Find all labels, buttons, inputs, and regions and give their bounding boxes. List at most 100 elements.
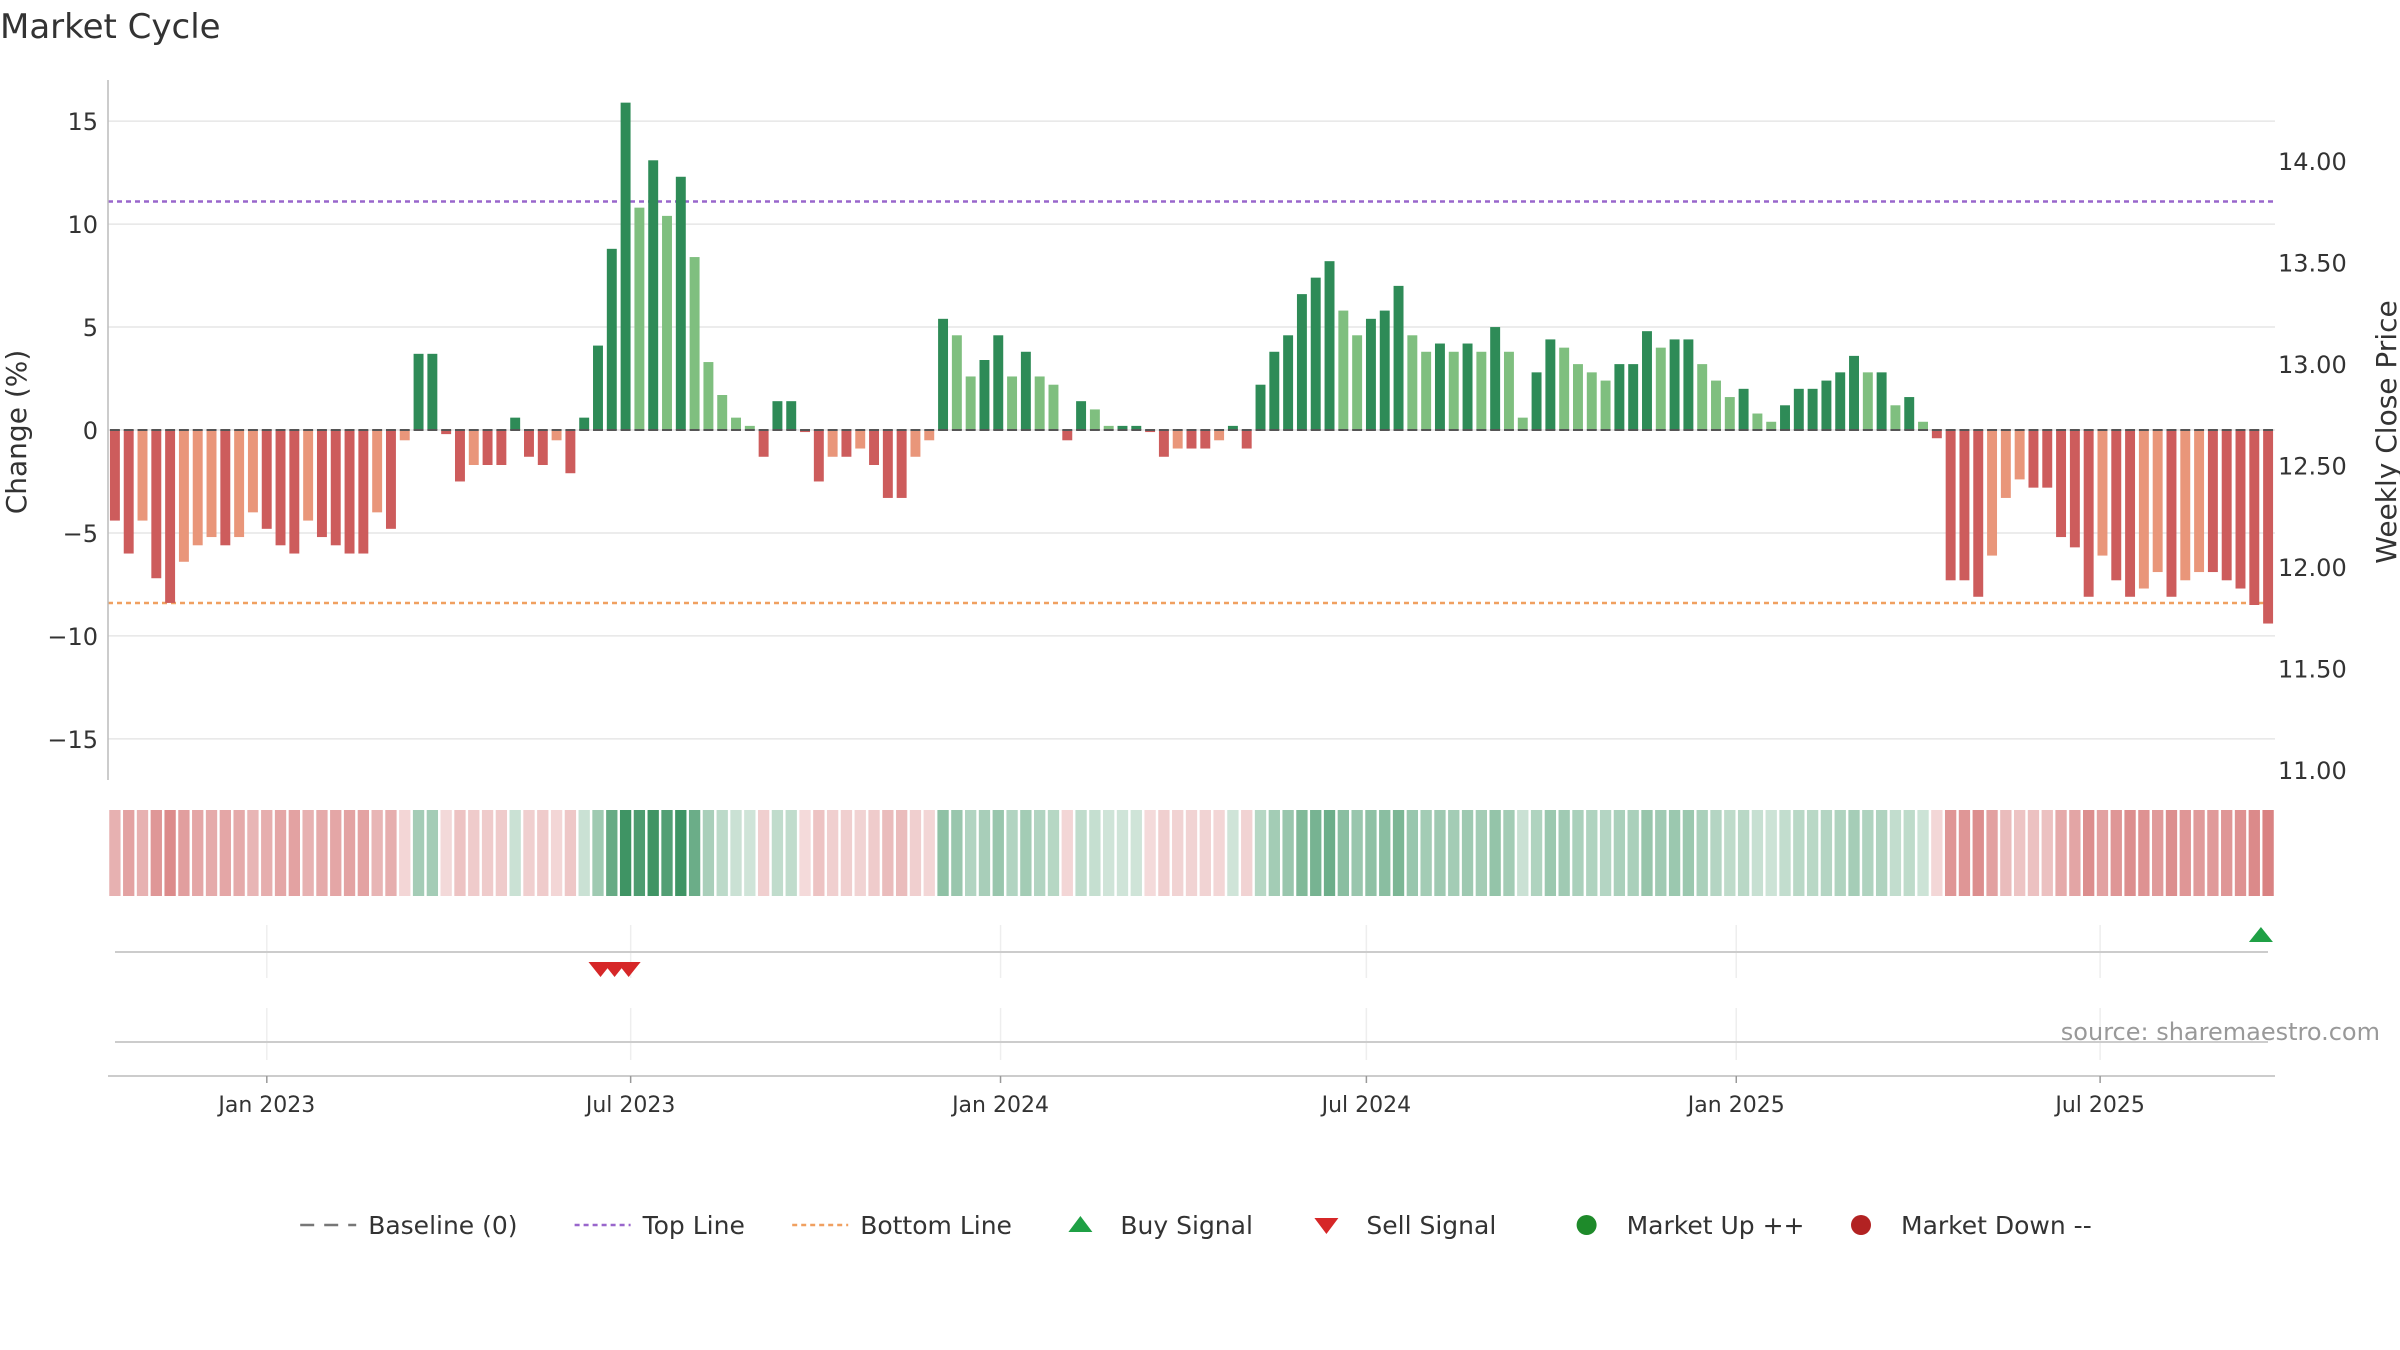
change-bar	[855, 430, 866, 449]
change-bar	[1117, 425, 1128, 430]
legend-circle-marker	[1851, 1215, 1871, 1235]
axes: 15 10 5 0 −5 −10 −15 14.00 13.50 13.00 12.50 12.00 1…	[47, 80, 2347, 785]
legend-triangle-down-marker	[1314, 1218, 1339, 1234]
change-bar	[1034, 376, 1045, 430]
strip-cell	[785, 810, 797, 896]
strip-cell	[1862, 810, 1874, 896]
change-bar	[620, 102, 631, 430]
strip-cell	[1751, 810, 1764, 896]
strip-cell	[882, 810, 894, 896]
change-bar	[1890, 405, 1901, 430]
source-text: source: sharemaestro.com	[2061, 1018, 2380, 1046]
change-bar	[1531, 372, 1542, 430]
strip-cell	[799, 810, 811, 896]
change-bar	[399, 430, 410, 441]
change-bar	[1545, 339, 1556, 430]
change-bar	[1766, 421, 1777, 430]
change-bar	[1283, 335, 1294, 430]
strip-cell	[357, 810, 370, 896]
change-bar	[1780, 405, 1790, 430]
strip-cell	[1461, 810, 1474, 896]
change-bar	[786, 401, 797, 430]
legend: Baseline (0) Top Line Bottom Line Buy Signa…	[300, 1211, 2092, 1240]
strip-cell	[2262, 810, 2274, 896]
strip-cell	[978, 810, 991, 896]
change-bar	[1862, 372, 1873, 430]
strip-cell	[481, 810, 494, 896]
strip-cell	[1448, 810, 1460, 896]
strip-cell	[744, 810, 756, 896]
strip-cell	[1627, 810, 1639, 896]
change-bar	[1352, 335, 1363, 430]
change-bar	[1448, 351, 1459, 430]
strip-cell	[937, 810, 949, 896]
strip-cell	[537, 810, 549, 896]
strip-cell	[1848, 810, 1860, 896]
change-bar	[1821, 380, 1832, 430]
strip-cell	[2055, 810, 2067, 896]
strip-cell	[840, 810, 853, 896]
change-bar	[827, 430, 838, 457]
strip-cell	[219, 810, 231, 896]
change-bar	[372, 430, 383, 513]
strip-cell	[675, 810, 687, 896]
strip-cell	[1724, 810, 1736, 896]
change-bar	[454, 430, 465, 482]
change-bar	[882, 430, 893, 498]
change-bar	[234, 430, 245, 538]
strip-cell	[1655, 810, 1667, 896]
strip-cell	[523, 810, 535, 896]
strip-cell	[1199, 810, 1211, 896]
change-bar	[2069, 430, 2080, 548]
change-bar	[2152, 430, 2163, 573]
change-bar	[1931, 430, 1942, 439]
change-bar	[1738, 388, 1749, 430]
change-bar	[1904, 397, 1915, 430]
change-bar	[2000, 430, 2011, 498]
y-right-tick-label: 11.00	[2278, 757, 2347, 785]
change-bar	[247, 430, 258, 513]
legend-item: Sell Signal	[1314, 1211, 1496, 1240]
strip-cell	[2110, 810, 2122, 896]
y-axis-label-left: Change (%)	[0, 350, 33, 515]
strip-cell	[343, 810, 356, 896]
y-tick-label: 5	[83, 314, 98, 342]
change-bar	[1586, 372, 1597, 430]
strip-cell	[992, 810, 1004, 896]
change-bar	[1669, 339, 1680, 430]
change-bar	[1338, 310, 1349, 430]
change-bar	[1186, 430, 1197, 449]
strip-cell	[440, 810, 452, 896]
change-bar	[1296, 294, 1307, 430]
strip-cell	[247, 810, 259, 896]
change-bar	[2249, 430, 2260, 605]
y-tick-label: −15	[47, 726, 98, 754]
change-bar	[924, 430, 935, 441]
change-bar	[109, 430, 120, 521]
strip-cell	[1820, 810, 1833, 896]
strip-cell	[2041, 810, 2053, 896]
strip-cell	[205, 810, 218, 896]
change-bar	[1020, 351, 1031, 430]
strip-cell	[426, 810, 439, 896]
strip-cell	[730, 810, 742, 896]
change-bar	[869, 430, 880, 465]
strip-cell	[2027, 810, 2040, 896]
change-bar	[1793, 388, 1804, 430]
change-bar	[275, 430, 286, 546]
change-bar	[2042, 430, 2053, 488]
change-bar	[2097, 430, 2108, 556]
strip-cell	[1986, 810, 1998, 896]
change-bar	[482, 430, 493, 465]
y-right-tick-label: 13.00	[2278, 351, 2347, 379]
strip-cell	[1047, 810, 1060, 896]
strip-cell	[1323, 810, 1336, 896]
change-bar	[634, 207, 645, 430]
strip-cell	[2234, 810, 2247, 896]
change-bar	[1379, 310, 1390, 430]
strip-cell	[1379, 810, 1391, 896]
change-bar	[1724, 397, 1735, 430]
strip-cell	[1682, 810, 1695, 896]
change-bar	[1503, 351, 1514, 430]
